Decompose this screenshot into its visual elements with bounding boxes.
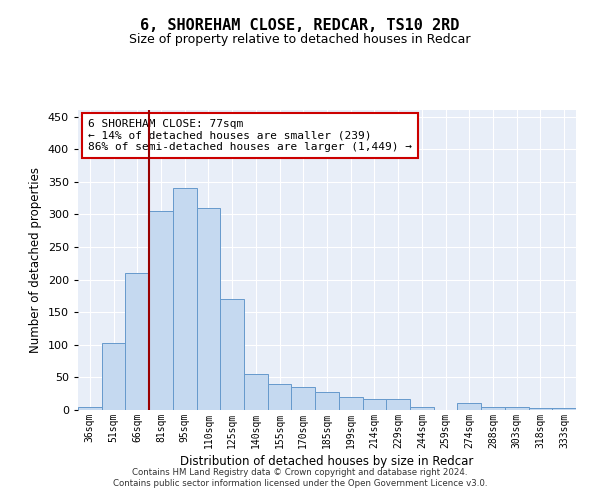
Bar: [529, 408, 552, 410]
Bar: [292, 387, 315, 410]
Bar: [339, 397, 362, 410]
Bar: [505, 406, 529, 410]
Bar: [362, 399, 386, 410]
Text: 6, SHOREHAM CLOSE, REDCAR, TS10 2RD: 6, SHOREHAM CLOSE, REDCAR, TS10 2RD: [140, 18, 460, 32]
Bar: [481, 406, 505, 410]
Text: Contains HM Land Registry data © Crown copyright and database right 2024.
Contai: Contains HM Land Registry data © Crown c…: [113, 468, 487, 487]
Bar: [410, 406, 434, 410]
Bar: [78, 406, 102, 410]
Bar: [173, 188, 197, 410]
Bar: [102, 343, 125, 410]
Bar: [125, 273, 149, 410]
Bar: [386, 399, 410, 410]
Text: 6 SHOREHAM CLOSE: 77sqm
← 14% of detached houses are smaller (239)
86% of semi-d: 6 SHOREHAM CLOSE: 77sqm ← 14% of detache…: [88, 119, 412, 152]
Bar: [268, 384, 292, 410]
Bar: [457, 404, 481, 410]
Bar: [315, 392, 339, 410]
Bar: [149, 211, 173, 410]
Bar: [220, 299, 244, 410]
Y-axis label: Number of detached properties: Number of detached properties: [29, 167, 42, 353]
Bar: [244, 374, 268, 410]
Bar: [552, 408, 576, 410]
Bar: [197, 208, 220, 410]
Text: Size of property relative to detached houses in Redcar: Size of property relative to detached ho…: [129, 32, 471, 46]
X-axis label: Distribution of detached houses by size in Redcar: Distribution of detached houses by size …: [181, 455, 473, 468]
